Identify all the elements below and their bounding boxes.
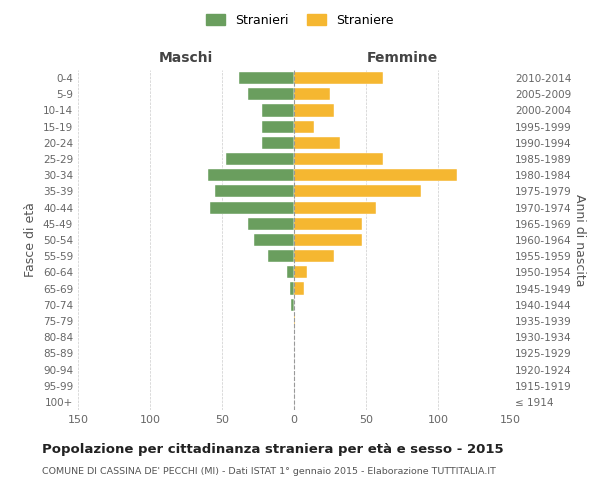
- Bar: [294, 250, 334, 262]
- Bar: [254, 234, 294, 246]
- Bar: [294, 88, 330, 101]
- Text: Femmine: Femmine: [367, 51, 437, 65]
- Bar: [294, 72, 383, 84]
- Bar: [294, 218, 362, 230]
- Y-axis label: Fasce di età: Fasce di età: [25, 202, 37, 278]
- Bar: [248, 218, 294, 230]
- Bar: [294, 202, 376, 213]
- Bar: [248, 88, 294, 101]
- Bar: [294, 315, 295, 327]
- Bar: [294, 266, 307, 278]
- Bar: [211, 202, 294, 213]
- Text: Maschi: Maschi: [159, 51, 213, 65]
- Bar: [294, 169, 457, 181]
- Bar: [294, 104, 334, 117]
- Bar: [294, 120, 314, 132]
- Bar: [290, 282, 294, 294]
- Bar: [294, 234, 362, 246]
- Bar: [291, 298, 294, 311]
- Text: COMUNE DI CASSINA DE' PECCHI (MI) - Dati ISTAT 1° gennaio 2015 - Elaborazione TU: COMUNE DI CASSINA DE' PECCHI (MI) - Dati…: [42, 468, 496, 476]
- Bar: [262, 104, 294, 117]
- Bar: [287, 266, 294, 278]
- Bar: [294, 137, 340, 149]
- Bar: [294, 186, 421, 198]
- Bar: [268, 250, 294, 262]
- Bar: [215, 186, 294, 198]
- Legend: Stranieri, Straniere: Stranieri, Straniere: [202, 8, 398, 32]
- Bar: [294, 153, 383, 165]
- Bar: [262, 137, 294, 149]
- Bar: [208, 169, 294, 181]
- Bar: [262, 120, 294, 132]
- Bar: [294, 282, 304, 294]
- Y-axis label: Anni di nascita: Anni di nascita: [572, 194, 586, 286]
- Bar: [239, 72, 294, 84]
- Bar: [226, 153, 294, 165]
- Text: Popolazione per cittadinanza straniera per età e sesso - 2015: Popolazione per cittadinanza straniera p…: [42, 442, 503, 456]
